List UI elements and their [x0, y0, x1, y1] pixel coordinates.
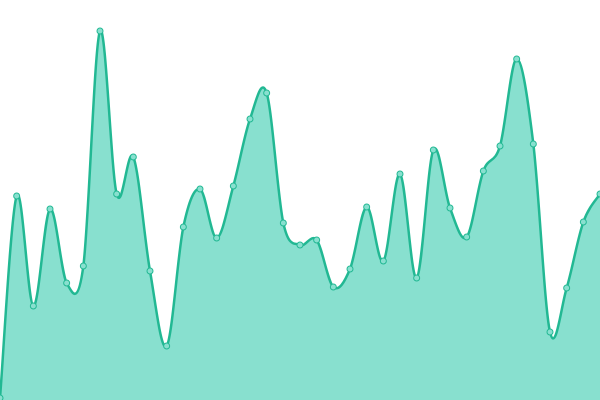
data-point: [463, 233, 471, 241]
data-point: [346, 265, 354, 273]
data-point: [379, 257, 387, 265]
data-point: [0, 394, 4, 400]
data-point: [529, 140, 537, 148]
data-point: [296, 241, 304, 249]
data-point: [513, 55, 521, 63]
data-point: [129, 153, 137, 161]
data-point: [163, 342, 171, 350]
data-point: [179, 223, 187, 231]
data-point: [329, 283, 337, 291]
data-point: [29, 302, 37, 310]
data-point: [429, 146, 437, 154]
data-point: [563, 284, 571, 292]
area-fill: [0, 30, 600, 400]
data-point: [96, 27, 104, 35]
data-point: [363, 203, 371, 211]
data-point: [13, 192, 21, 200]
data-point: [479, 167, 487, 175]
data-point: [496, 142, 504, 150]
data-point: [579, 218, 587, 226]
data-point: [279, 219, 287, 227]
data-point: [196, 185, 204, 193]
data-point: [396, 170, 404, 178]
data-point: [546, 328, 554, 336]
data-point: [413, 274, 421, 282]
data-point: [79, 262, 87, 270]
data-point: [63, 279, 71, 287]
data-point: [246, 115, 254, 123]
data-point: [263, 89, 271, 97]
data-point: [313, 236, 321, 244]
data-point: [113, 190, 121, 198]
data-point: [46, 205, 54, 213]
data-point: [596, 190, 600, 198]
data-point: [213, 234, 221, 242]
data-point: [446, 204, 454, 212]
data-point: [229, 182, 237, 190]
data-point: [146, 267, 154, 275]
